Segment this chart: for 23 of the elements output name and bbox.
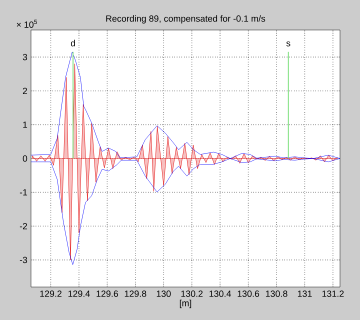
y-tick-label: 3 (22, 54, 28, 60)
y-tick-label: -2 (20, 223, 28, 230)
x-tick-label: 129.4 (68, 290, 90, 297)
x-tick-label: 131 (298, 290, 312, 297)
chart-title: Recording 89, compensated for -0.1 m/s (106, 15, 266, 24)
x-axis-title: [m] (180, 300, 192, 308)
x-tick-label: 130.2 (181, 290, 203, 297)
x-tick-label: 130.6 (238, 290, 260, 297)
ref-line-label: s (286, 41, 290, 46)
ref-line-label: d (70, 40, 75, 46)
x-tick-label: 131.2 (322, 290, 344, 297)
x-tick-label: 129.6 (96, 290, 118, 297)
y-tick-label: -3 (20, 256, 28, 264)
x-tick-label: 130.8 (266, 290, 288, 297)
y-tick-label: 2 (22, 88, 28, 94)
text: × 10$^{5}$ (16, 20, 37, 28)
x-tick-label: 130.4 (210, 290, 232, 297)
y-tick-label: 0 (22, 155, 28, 162)
x-tick-label: 130 (156, 290, 171, 297)
x-tick-label: 129.2 (40, 290, 62, 297)
y-tick-label: -1 (20, 189, 28, 196)
y-tick-label: 1 (23, 122, 28, 128)
x-tick-label: 129.8 (124, 290, 146, 297)
